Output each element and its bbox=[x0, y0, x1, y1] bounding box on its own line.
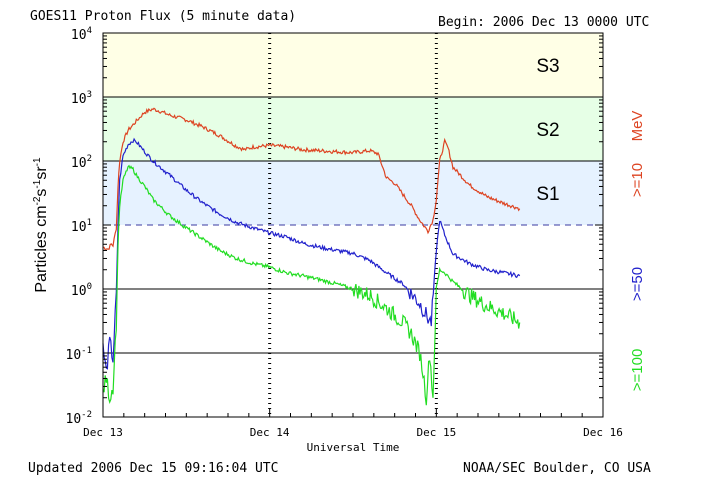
x-tick-label: Dec 13 bbox=[83, 426, 123, 439]
day-markers bbox=[268, 33, 438, 417]
series-line-gte50 bbox=[102, 137, 521, 370]
y-tick-label: 100 bbox=[71, 282, 92, 299]
y-tick-label: 10-1 bbox=[66, 346, 93, 363]
y-tick-label: 10-2 bbox=[66, 410, 93, 427]
storm-band-s3 bbox=[103, 33, 603, 97]
storm-band-s1 bbox=[103, 161, 603, 225]
x-axis-ticks: Dec 13 Dec 14 Dec 15 Dec 16 bbox=[83, 409, 623, 439]
storm-band-s2 bbox=[103, 97, 603, 161]
y-axis-label: Particles cm-2s-1sr-1 bbox=[32, 157, 50, 293]
storm-label-s3: S3 bbox=[536, 56, 559, 77]
flux-series bbox=[102, 107, 521, 406]
series-labels: >=10 MeV >=50 >=100 bbox=[629, 111, 646, 392]
x-axis-label: Universal Time bbox=[307, 441, 400, 454]
x-tick-label: Dec 15 bbox=[416, 426, 456, 439]
storm-level-bands: S3 S2 S1 bbox=[103, 33, 603, 225]
y-tick-label: 102 bbox=[71, 154, 92, 171]
series-label-gte50: >=50 bbox=[629, 267, 646, 301]
series-line-gte10 bbox=[102, 107, 521, 251]
unit-label: MeV bbox=[629, 111, 646, 142]
y-axis-ticks: 10-2 10-1 100 101 102 103 104 bbox=[66, 26, 603, 427]
updated-time: Updated 2006 Dec 15 09:16:04 UTC bbox=[28, 461, 278, 476]
storm-label-s2: S2 bbox=[536, 120, 559, 141]
series-label-gte100: >=100 bbox=[629, 349, 646, 392]
storm-label-s1: S1 bbox=[536, 184, 559, 205]
series-label-gte10: >=10 bbox=[629, 163, 646, 197]
y-tick-label: 103 bbox=[71, 90, 92, 107]
begin-time: Begin: 2006 Dec 13 0000 UTC bbox=[438, 15, 649, 30]
y-tick-label: 104 bbox=[71, 26, 92, 43]
y-tick-label: 101 bbox=[71, 218, 92, 235]
credit-text: NOAA/SEC Boulder, CO USA bbox=[463, 461, 651, 476]
series-line-gte100 bbox=[102, 164, 521, 406]
x-tick-label: Dec 16 bbox=[583, 426, 623, 439]
x-tick-label: Dec 14 bbox=[250, 426, 290, 439]
chart-title: GOES11 Proton Flux (5 minute data) bbox=[30, 9, 296, 24]
